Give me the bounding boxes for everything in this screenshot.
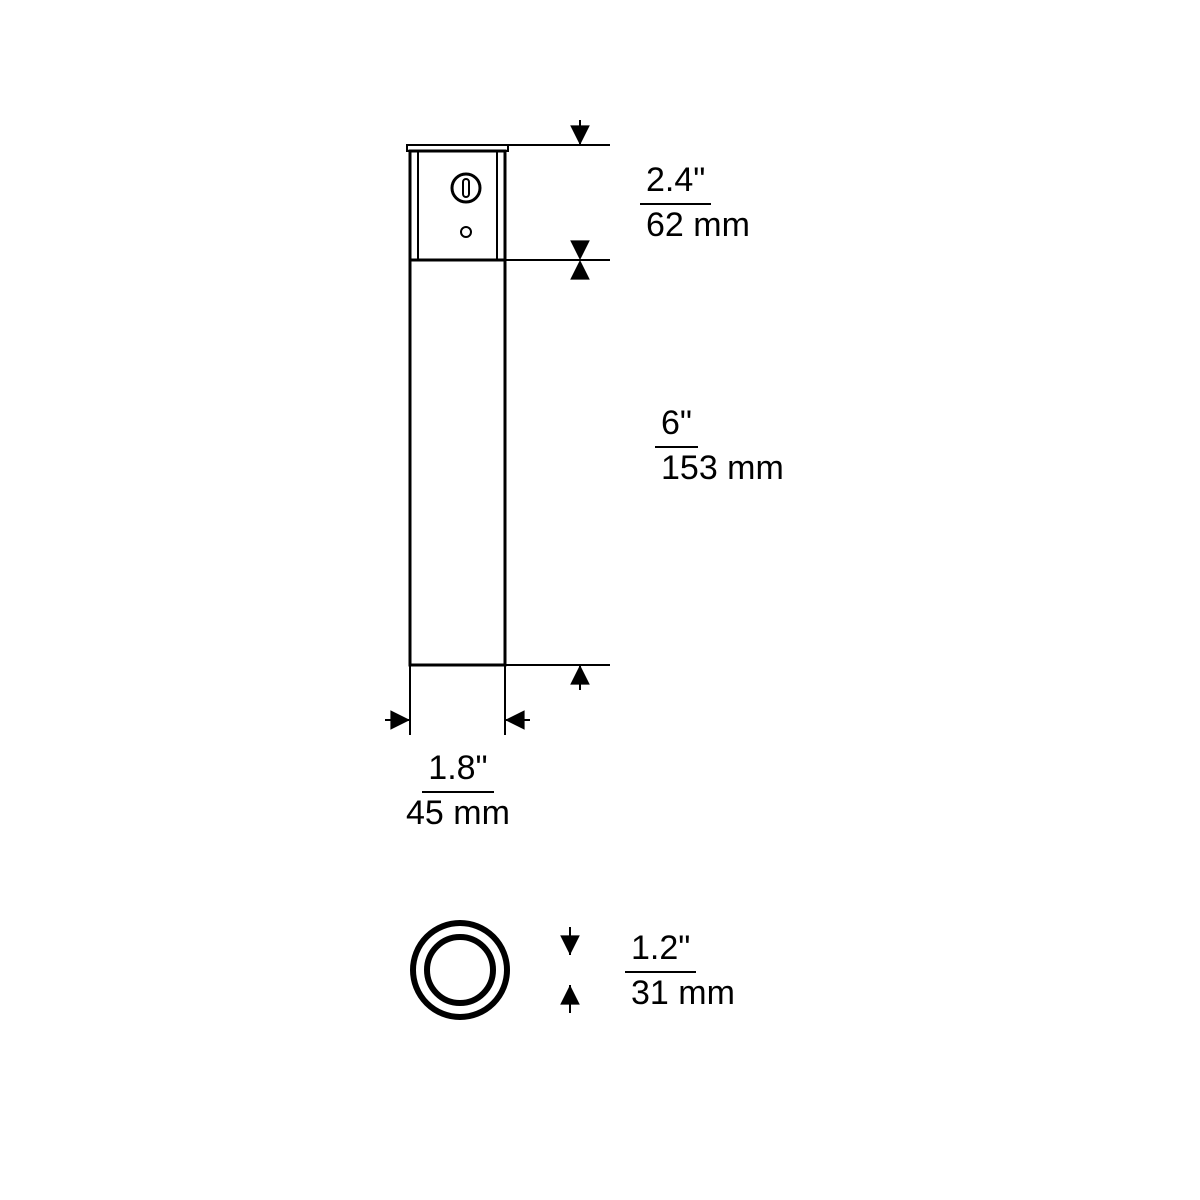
- dim-width: 1.8" 45 mm: [400, 750, 516, 833]
- dim-head-mm: 62 mm: [640, 205, 756, 244]
- dim-head-inch: 2.4": [640, 162, 711, 205]
- dim-head: 2.4" 62 mm: [640, 162, 756, 245]
- diagram-stage: 2.4" 62 mm 6" 153 mm 1.8" 45 mm 1.2" 31 …: [0, 0, 1200, 1200]
- dim-ring: 1.2" 31 mm: [625, 930, 741, 1013]
- dim-body-inch: 6": [655, 405, 698, 448]
- dim-body-mm: 153 mm: [655, 448, 790, 487]
- dim-width-mm: 45 mm: [400, 793, 516, 832]
- dim-width-inch: 1.8": [422, 750, 493, 793]
- dim-ring-inch: 1.2": [625, 930, 696, 973]
- dim-body: 6" 153 mm: [655, 405, 790, 488]
- dim-ring-mm: 31 mm: [625, 973, 741, 1012]
- dimension-drawing: [0, 0, 1200, 1200]
